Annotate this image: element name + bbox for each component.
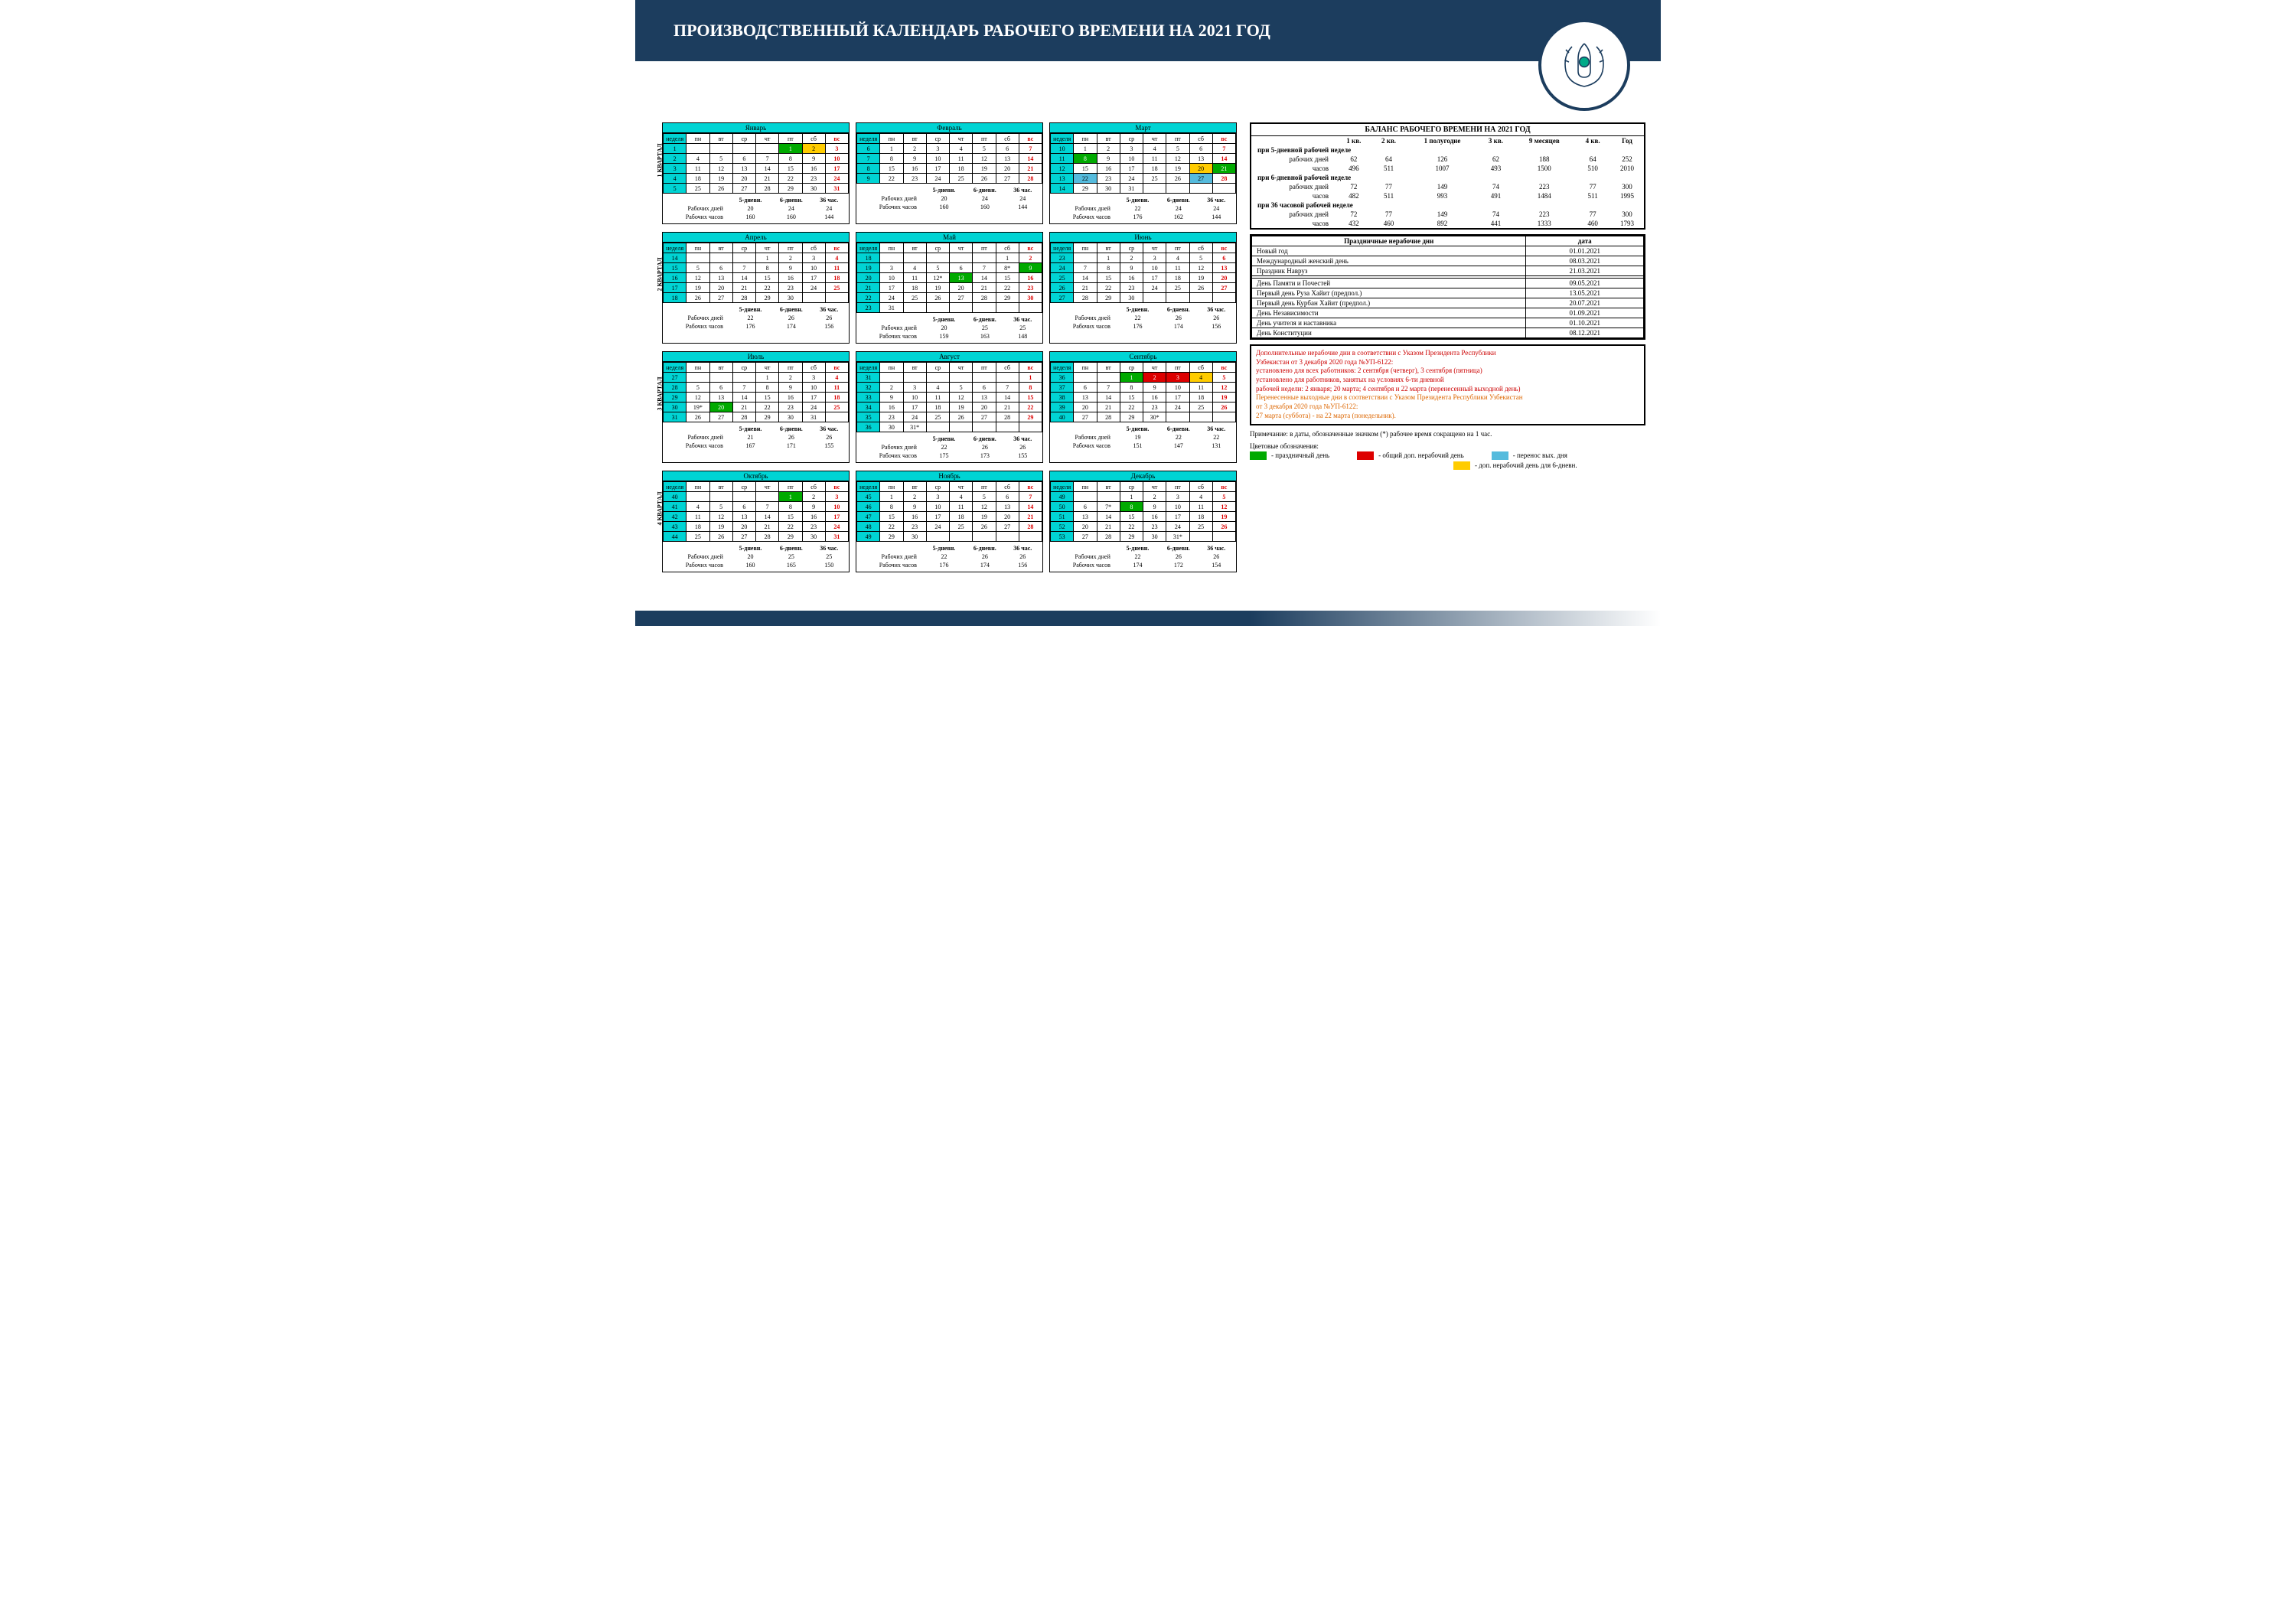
notes-box: Дополнительные нерабочие дни в соответст… [1250, 344, 1645, 425]
emblem [1538, 19, 1630, 111]
page-title: ПРОИЗВОДСТВЕННЫЙ КАЛЕНДАРЬ РАБОЧЕГО ВРЕМ… [635, 0, 1661, 61]
balance-table: БАЛАНС РАБОЧЕГО ВРЕМЕНИ НА 2021 ГОД 1 кв… [1250, 122, 1645, 230]
legend: Цветовые обозначения: - праздничный день… [1250, 442, 1645, 470]
footnote: Примечание: в даты, обозначенные значком… [1250, 430, 1645, 438]
holidays-table: Праздничные нерабочие днидатаНовый год01… [1250, 234, 1645, 340]
footer-stripe [635, 611, 1661, 626]
calendar-grid: 1 КВАРТАЛЯнварьнеделяпнвтсрчтптсбвс11232… [662, 122, 1244, 580]
